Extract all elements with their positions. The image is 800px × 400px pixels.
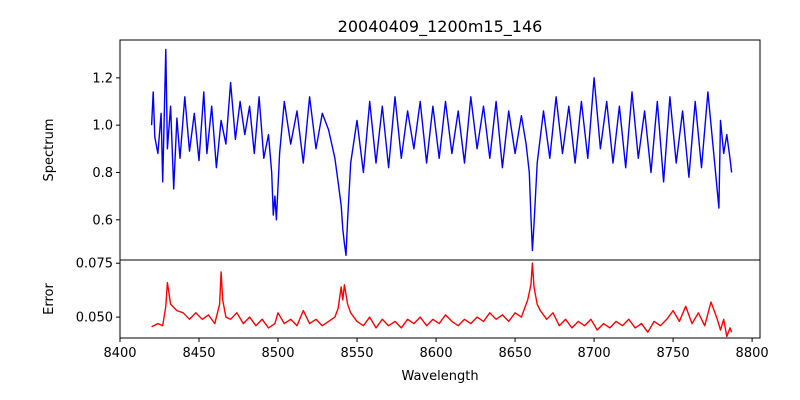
x-tick-label: 8450 bbox=[182, 346, 215, 361]
chart-title: 20040409_1200m15_146 bbox=[338, 17, 543, 37]
x-tick-label: 8550 bbox=[340, 346, 373, 361]
spectrum-y-tick-label: 0.8 bbox=[92, 166, 113, 181]
error-y-label: Error bbox=[42, 283, 57, 315]
x-tick-label: 8500 bbox=[261, 346, 294, 361]
error-series-line bbox=[151, 262, 733, 338]
x-tick-label: 8800 bbox=[736, 346, 769, 361]
spectrum-y-axis: 0.6 0.8 1.0 1.2 bbox=[92, 71, 120, 228]
spectrum-y-tick-label: 0.6 bbox=[92, 213, 113, 228]
error-plot-frame bbox=[119, 259, 761, 339]
error-x-axis: 8400 8450 8500 8550 8600 8650 8700 8750 8800 bbox=[103, 338, 769, 361]
spectrum-series bbox=[150, 48, 733, 257]
error-y-tick-label: 0.075 bbox=[76, 257, 113, 272]
spectrum-y-tick-label: 1.2 bbox=[92, 71, 113, 86]
x-tick-label: 8700 bbox=[578, 346, 611, 361]
spectrum-panel: 0.6 0.8 1.0 1.2 Spectrum bbox=[42, 39, 761, 261]
x-axis-label: Wavelength bbox=[401, 369, 478, 384]
error-y-tick-label: 0.050 bbox=[76, 311, 113, 326]
spectrum-series-line bbox=[150, 48, 733, 257]
x-tick-label: 8750 bbox=[657, 346, 690, 361]
x-tick-label: 8400 bbox=[103, 346, 136, 361]
error-series bbox=[151, 262, 733, 338]
x-tick-label: 8600 bbox=[420, 346, 453, 361]
x-tick-label: 8650 bbox=[499, 346, 532, 361]
error-y-axis: 0.050 0.075 bbox=[76, 257, 120, 326]
spectrum-y-tick-label: 1.0 bbox=[92, 119, 113, 134]
spectrum-y-label: Spectrum bbox=[42, 119, 57, 182]
